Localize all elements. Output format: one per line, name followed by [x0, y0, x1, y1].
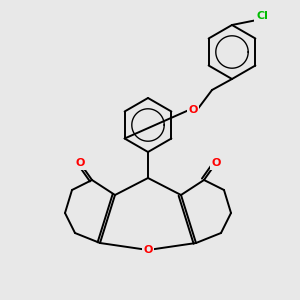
Text: Cl: Cl	[256, 11, 268, 21]
Text: O: O	[188, 105, 198, 115]
Text: O: O	[211, 158, 221, 168]
Text: O: O	[143, 245, 153, 255]
Text: O: O	[75, 158, 85, 168]
